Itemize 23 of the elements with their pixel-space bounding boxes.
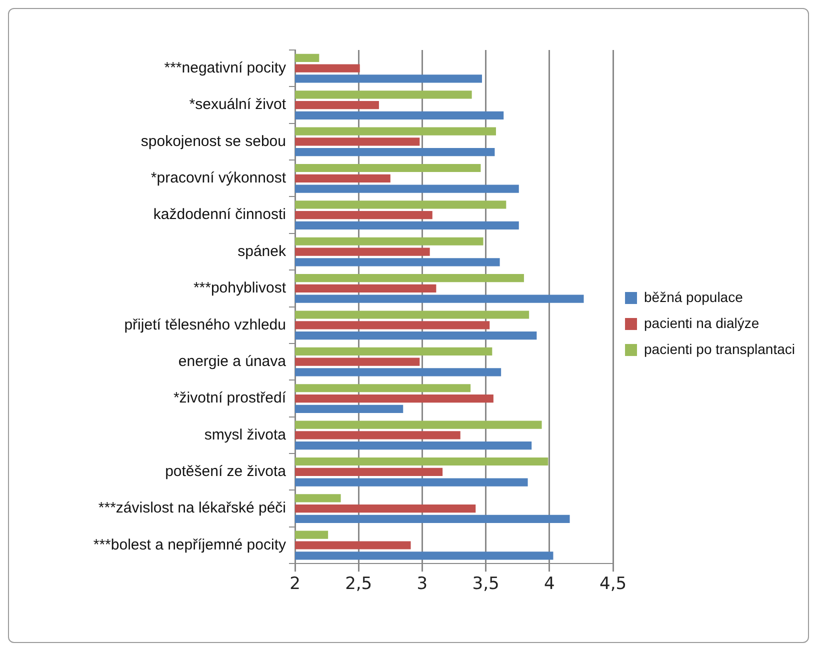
x-tick-label: 3,5: [472, 574, 500, 594]
y-tick-label: ***závislost na lékařské péči: [98, 500, 286, 517]
y-tick-label: ***negativní pocity: [164, 59, 286, 76]
y-tick-label: spokojenost se sebou: [140, 132, 286, 150]
y-tick-label: ***bolest a nepříjemné pocity: [93, 536, 286, 554]
x-tick-label: 4,5: [599, 574, 627, 594]
y-tick-label: spánek: [238, 242, 286, 260]
y-tick-label: *životní prostředí: [173, 390, 287, 407]
legend-label: pacienti na dialýze: [644, 314, 760, 331]
y-tick-label: ***pohyblivost: [193, 280, 287, 297]
y-tick-label: každodenní činnosti: [153, 206, 286, 224]
y-tick-label: smysl života: [204, 426, 287, 444]
x-tick-label: 2: [290, 574, 300, 594]
y-tick-label: *sexuální život: [189, 96, 287, 114]
legend-label: běžná populace: [644, 288, 744, 305]
y-tick-label: přijetí tělesného vzhledu: [124, 316, 286, 334]
y-tick-label: energie a únava: [178, 352, 287, 370]
legend-label: pacienti po transplantaci: [644, 340, 796, 357]
x-tick-label: 4: [544, 574, 555, 594]
x-tick-label: 2,5: [345, 574, 372, 594]
y-tick-label: *pracovní výkonnost: [150, 170, 287, 187]
y-tick-label: potěšení ze života: [165, 463, 287, 480]
x-tick-label: 3: [416, 574, 428, 594]
